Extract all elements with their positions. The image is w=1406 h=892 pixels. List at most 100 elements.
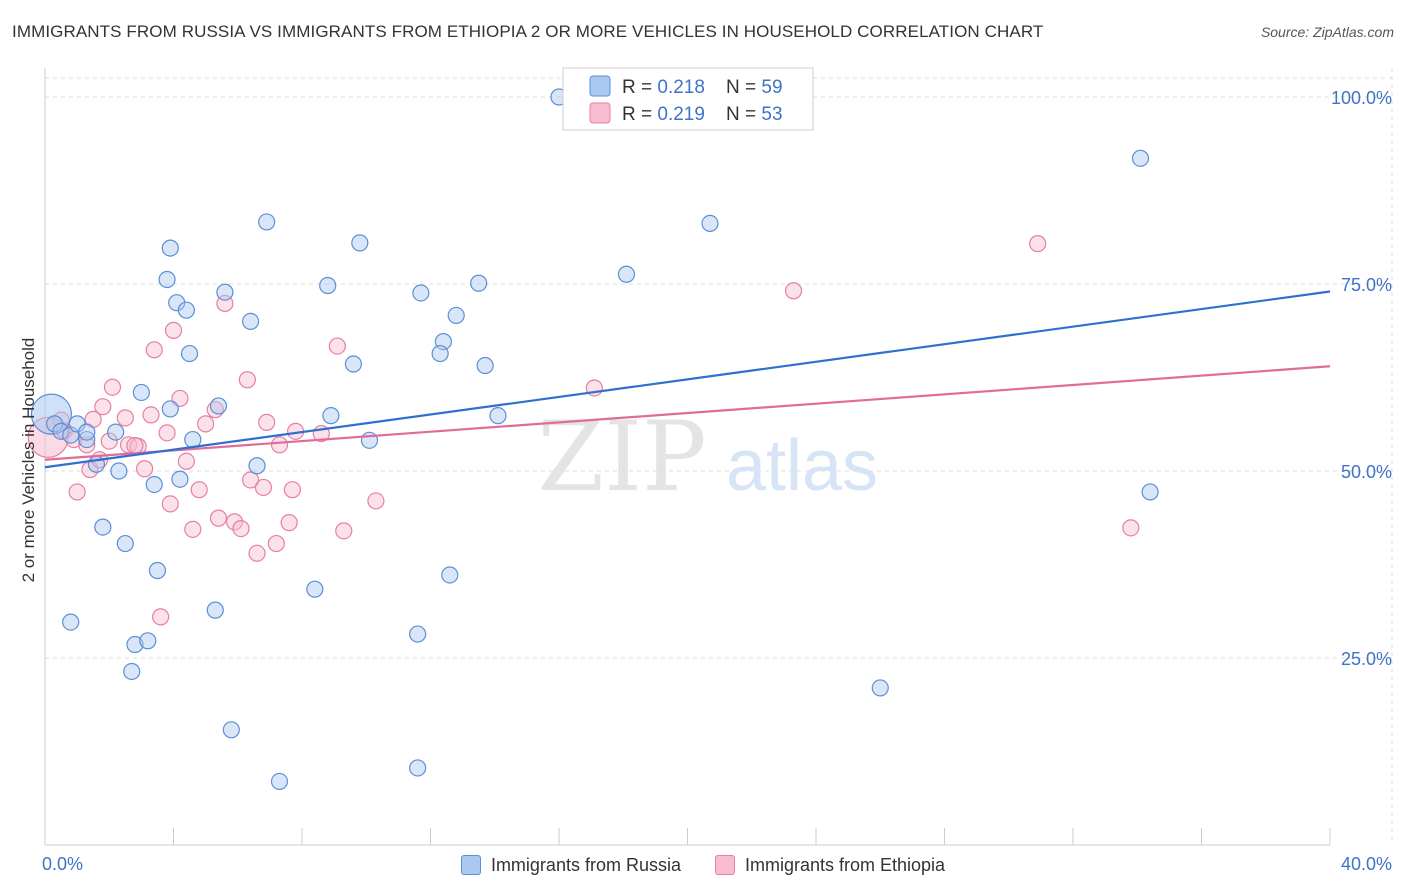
ethiopia-point — [190, 481, 208, 499]
russia-point — [171, 470, 189, 488]
russia-point — [441, 566, 459, 584]
stats-ethiopia-r-value: 0.219 — [657, 104, 705, 125]
ethiopia-point — [367, 492, 385, 510]
russia-point — [139, 632, 157, 650]
russia-point — [306, 580, 324, 598]
ethiopia-point — [103, 378, 122, 396]
stats-russia-n-label: N = — [726, 77, 761, 98]
russia-point — [148, 561, 167, 580]
russia-point — [216, 283, 234, 301]
russia-point — [116, 534, 134, 553]
trend-lines — [44, 290, 1331, 469]
chart-title: IMMIGRANTS FROM RUSSIA VS IMMIGRANTS FRO… — [12, 22, 1044, 41]
ethiopia-point — [158, 424, 176, 442]
y-axis-label: 2 or more Vehicles in Household — [19, 337, 38, 583]
stats-ethiopia-n-value: 53 — [761, 104, 782, 125]
russia-point — [62, 613, 80, 631]
russia-point — [222, 721, 240, 739]
russia-point — [270, 772, 289, 791]
stats-ethiopia-r-label: R = — [622, 104, 657, 125]
svg-text:N = 53: N = 53 — [726, 104, 783, 125]
russia-point — [94, 518, 112, 536]
watermark: ZIP atlas — [537, 401, 878, 513]
ethiopia-point — [164, 321, 183, 339]
svg-text:R = 0.218: R = 0.218 — [622, 77, 705, 98]
y-tick-label: 100.0% — [1331, 88, 1392, 108]
x-tick-label: 0.0% — [42, 854, 83, 874]
ethiopia-point — [784, 282, 803, 300]
ethiopia-point — [100, 432, 118, 450]
ethiopia-point — [232, 519, 250, 538]
russia-point — [180, 344, 199, 363]
ethiopia-point — [335, 522, 353, 540]
ethiopia-point — [270, 436, 289, 454]
stats-russia-n-value: 59 — [761, 77, 782, 98]
y-tick-label: 75.0% — [1341, 275, 1392, 295]
russia-point — [1141, 483, 1159, 501]
legend-item-russia[interactable]: Immigrants from Russia — [460, 852, 681, 878]
watermark-zip: ZIP — [537, 401, 706, 513]
ethiopia-point — [258, 413, 276, 431]
y-tick-label: 25.0% — [1341, 649, 1392, 669]
ethiopia-point — [209, 509, 228, 527]
svg-text:N = 59: N = 59 — [726, 77, 783, 98]
stats-box: R = 0.218 N = 59 R = 0.219 N = 53 — [562, 67, 814, 131]
source-label: Source: ZipAtlas.com — [1260, 24, 1394, 40]
russia-point — [78, 423, 96, 441]
russia-point — [161, 400, 179, 418]
ethiopia-point — [197, 415, 215, 433]
ethiopia-point — [267, 534, 285, 553]
gridlines — [45, 68, 1393, 845]
russia-point — [470, 274, 488, 292]
russia-point — [701, 214, 719, 233]
russia-point — [489, 407, 507, 425]
russia-point — [248, 457, 266, 475]
russia-point — [209, 397, 228, 415]
legend-russia-label: Immigrants from Russia — [490, 854, 681, 875]
ethiopia-point — [280, 514, 298, 532]
ethiopia-point — [238, 371, 256, 389]
stats-russia-swatch — [589, 75, 611, 97]
stats-ethiopia-n-label: N = — [726, 104, 761, 125]
ethiopia-point — [145, 341, 163, 359]
x-tick-label: 40.0% — [1341, 854, 1392, 874]
ethiopia-point — [78, 436, 96, 454]
russia-point — [126, 635, 144, 654]
ethiopia-point — [94, 398, 112, 416]
ethiopia-point — [225, 513, 244, 531]
legend-item-ethiopia[interactable]: Immigrants from Ethiopia — [714, 852, 946, 878]
ethiopia-point — [242, 471, 260, 489]
russia-point — [161, 239, 179, 257]
russia-point — [617, 265, 636, 283]
russia-point — [431, 344, 449, 363]
y-tick-labels: 25.0% 50.0% 75.0% 100.0% — [1331, 88, 1392, 669]
ethiopia-point — [328, 337, 346, 355]
russia-point — [409, 625, 427, 643]
stats-russia-r-value: 0.218 — [657, 77, 705, 98]
y-tick-label: 50.0% — [1341, 462, 1392, 482]
russia-trend-line — [44, 290, 1331, 469]
russia-point — [1131, 149, 1150, 167]
ethiopia-point — [254, 478, 273, 497]
watermark-atlas: atlas — [726, 426, 878, 506]
ethiopia-point — [1029, 235, 1047, 253]
russia-point — [110, 462, 128, 480]
ethiopia-point — [142, 406, 160, 424]
legend: Immigrants from Russia Immigrants from E… — [0, 852, 1406, 878]
ethiopia-point — [161, 495, 179, 513]
russia-point — [344, 355, 362, 373]
ethiopia-trend-line — [44, 365, 1331, 461]
ethiopia-point — [184, 520, 202, 538]
ethiopia-point — [283, 481, 301, 499]
russia-point — [242, 312, 260, 330]
ethiopia-point — [1122, 519, 1140, 537]
stats-russia-r-label: R = — [622, 77, 657, 98]
russia-point — [447, 306, 465, 325]
legend-russia-swatch — [460, 855, 481, 875]
russia-point — [476, 356, 494, 375]
ethiopia-point — [135, 460, 154, 478]
legend-ethiopia-label: Immigrants from Ethiopia — [744, 854, 946, 875]
legend-ethiopia-swatch — [714, 855, 735, 875]
russia-point — [258, 213, 276, 231]
